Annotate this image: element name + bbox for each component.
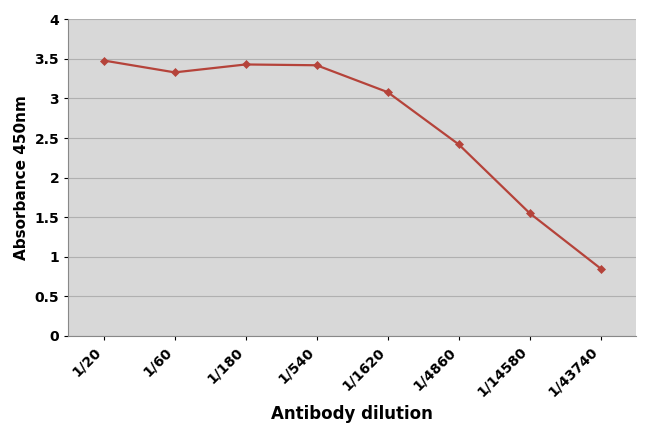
Y-axis label: Absorbance 450nm: Absorbance 450nm bbox=[14, 95, 29, 260]
X-axis label: Antibody dilution: Antibody dilution bbox=[271, 405, 433, 423]
